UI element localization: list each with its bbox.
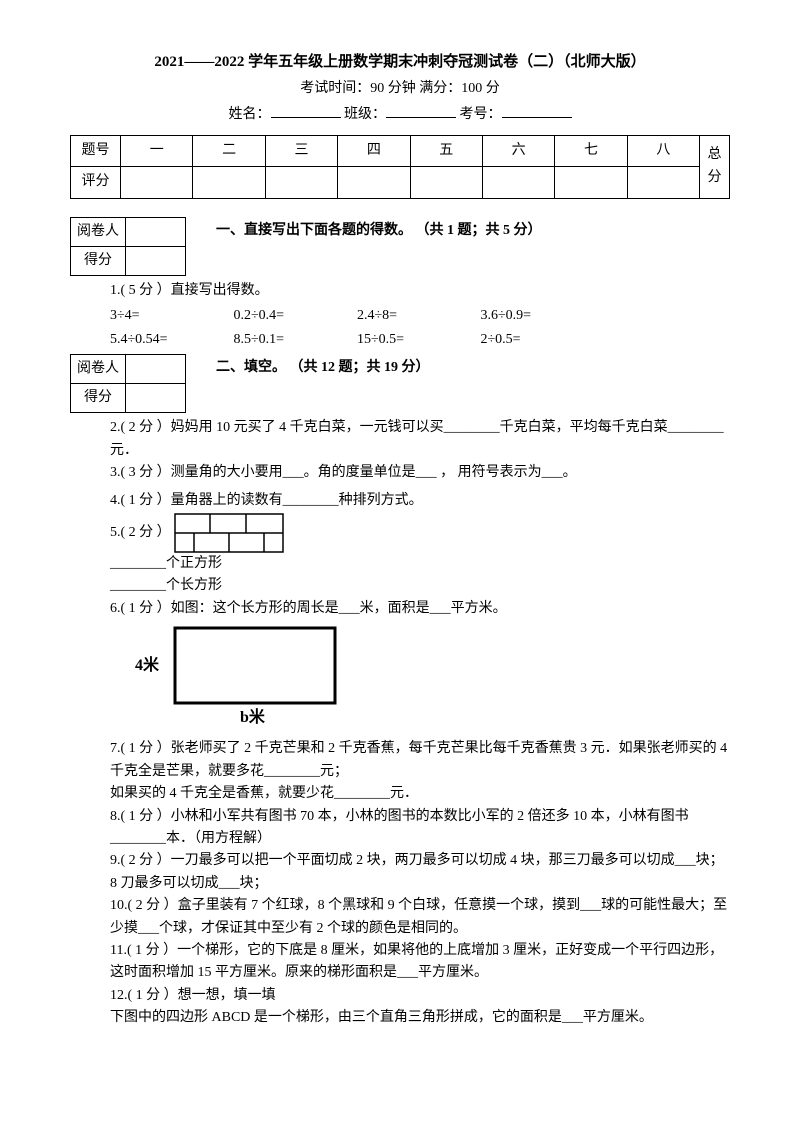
section-2-title: 二、填空。 （共 12 题；共 19 分） xyxy=(216,354,430,379)
question-4: 4.( 1 分 ）量角器上的读数有________种排列方式。 xyxy=(110,490,730,512)
score-label: 得分 xyxy=(71,383,126,412)
exam-info: 考试时间：90 分钟 满分：100 分 xyxy=(70,78,730,100)
expr: 0.2÷0.4= xyxy=(234,305,354,327)
row-header: 评分 xyxy=(71,167,121,198)
score-cell[interactable] xyxy=(265,167,337,198)
student-info-line: 姓名： 班级： 考号： xyxy=(70,104,730,126)
question-11: 11.( 1 分 ）一个梯形，它的下底是 8 厘米，如果将他的上底增加 3 厘米… xyxy=(110,940,730,985)
question-6: 6.( 1 分 ）如图：这个长方形的周长是___米，面积是___平方米。 xyxy=(110,598,730,620)
col-header: 八 xyxy=(627,135,699,166)
expr-row: 5.4÷0.54= 8.5÷0.1= 15÷0.5= 2÷0.5= xyxy=(110,329,730,351)
section-1-title: 一、直接写出下面各题的得数。 （共 1 题；共 5 分） xyxy=(216,217,542,242)
question-12a: 12.( 1 分 ）想一想，填一填 xyxy=(110,985,730,1007)
examiner-table: 阅卷人 得分 xyxy=(70,354,186,414)
question-1: 1.( 5 分 ）直接写出得数。 xyxy=(110,280,730,302)
id-label: 考号： xyxy=(460,107,502,122)
score-cell[interactable] xyxy=(555,167,627,198)
q5-figure xyxy=(174,513,284,553)
col-header: 三 xyxy=(265,135,337,166)
score-cell[interactable] xyxy=(193,167,265,198)
expr: 8.5÷0.1= xyxy=(234,329,354,351)
q6-left-label: 4米 xyxy=(135,655,160,674)
score-cell[interactable] xyxy=(482,167,554,198)
score-cell[interactable] xyxy=(627,167,699,198)
col-header: 二 xyxy=(193,135,265,166)
total-header: 总分 xyxy=(700,135,730,198)
question-8: 8.( 1 分 ）小林和小军共有图书 70 本，小林的图书的本数比小军的 2 倍… xyxy=(110,806,730,851)
question-7a: 7.( 1 分 ）张老师买了 2 千克芒果和 2 千克香蕉，每千克芒果比每千克香… xyxy=(110,738,730,783)
score-cell[interactable] xyxy=(126,246,186,275)
examiner-cell[interactable] xyxy=(126,354,186,383)
examiner-label: 阅卷人 xyxy=(71,217,126,246)
q6-figure: 4米 b米 xyxy=(130,620,730,738)
col-header: 六 xyxy=(482,135,554,166)
q5-head: 5.( 2 分 ） xyxy=(110,525,171,540)
page-title: 2021——2022 学年五年级上册数学期末冲刺夺冠测试卷（二）（北师大版） xyxy=(70,50,730,74)
table-row: 评分 xyxy=(71,167,730,198)
name-label: 姓名： xyxy=(229,107,271,122)
question-9: 9.( 2 分 ）一刀最多可以把一个平面切成 2 块，两刀最多可以切成 4 块，… xyxy=(110,850,730,895)
expr: 5.4÷0.54= xyxy=(110,329,230,351)
score-table: 题号 一 二 三 四 五 六 七 八 总分 评分 xyxy=(70,135,730,199)
expr: 15÷0.5= xyxy=(357,329,477,351)
col-header: 四 xyxy=(338,135,410,166)
score-cell[interactable] xyxy=(410,167,482,198)
row-header: 题号 xyxy=(71,135,121,166)
class-label: 班级： xyxy=(344,107,386,122)
examiner-cell[interactable] xyxy=(126,217,186,246)
score-cell[interactable] xyxy=(338,167,410,198)
col-header: 七 xyxy=(555,135,627,166)
question-5: 5.( 2 分 ） xyxy=(110,513,730,553)
expr: 3÷4= xyxy=(110,305,230,327)
q5-line2: ________个长方形 xyxy=(110,575,730,597)
question-12b: 下图中的四边形 ABCD 是一个梯形，由三个直角三角形拼成，它的面积是___平方… xyxy=(110,1007,730,1029)
expr: 2.4÷8= xyxy=(357,305,477,327)
question-10: 10.( 2 分 ）盒子里装有 7 个红球，8 个黑球和 9 个白球，任意摸一个… xyxy=(110,895,730,940)
col-header: 一 xyxy=(121,135,193,166)
expr: 3.6÷0.9= xyxy=(481,305,601,327)
id-blank[interactable] xyxy=(502,104,572,118)
q5-line1: ________个正方形 xyxy=(110,553,730,575)
table-row: 题号 一 二 三 四 五 六 七 八 总分 xyxy=(71,135,730,166)
expr: 2÷0.5= xyxy=(481,329,601,351)
score-label: 得分 xyxy=(71,246,126,275)
expr-row: 3÷4= 0.2÷0.4= 2.4÷8= 3.6÷0.9= xyxy=(110,305,730,327)
examiner-table: 阅卷人 得分 xyxy=(70,217,186,277)
col-header: 五 xyxy=(410,135,482,166)
question-7b: 如果买的 4 千克全是香蕉，就要少花________元． xyxy=(110,783,730,805)
score-cell[interactable] xyxy=(121,167,193,198)
name-blank[interactable] xyxy=(271,104,341,118)
class-blank[interactable] xyxy=(386,104,456,118)
score-cell[interactable] xyxy=(126,383,186,412)
question-3: 3.( 3 分 ）测量角的大小要用___。角的度量单位是___ ， 用符号表示为… xyxy=(110,462,730,484)
question-2: 2.( 2 分 ）妈妈用 10 元买了 4 千克白菜，一元钱可以买_______… xyxy=(110,417,730,462)
q6-bottom-label: b米 xyxy=(240,707,266,726)
examiner-label: 阅卷人 xyxy=(71,354,126,383)
